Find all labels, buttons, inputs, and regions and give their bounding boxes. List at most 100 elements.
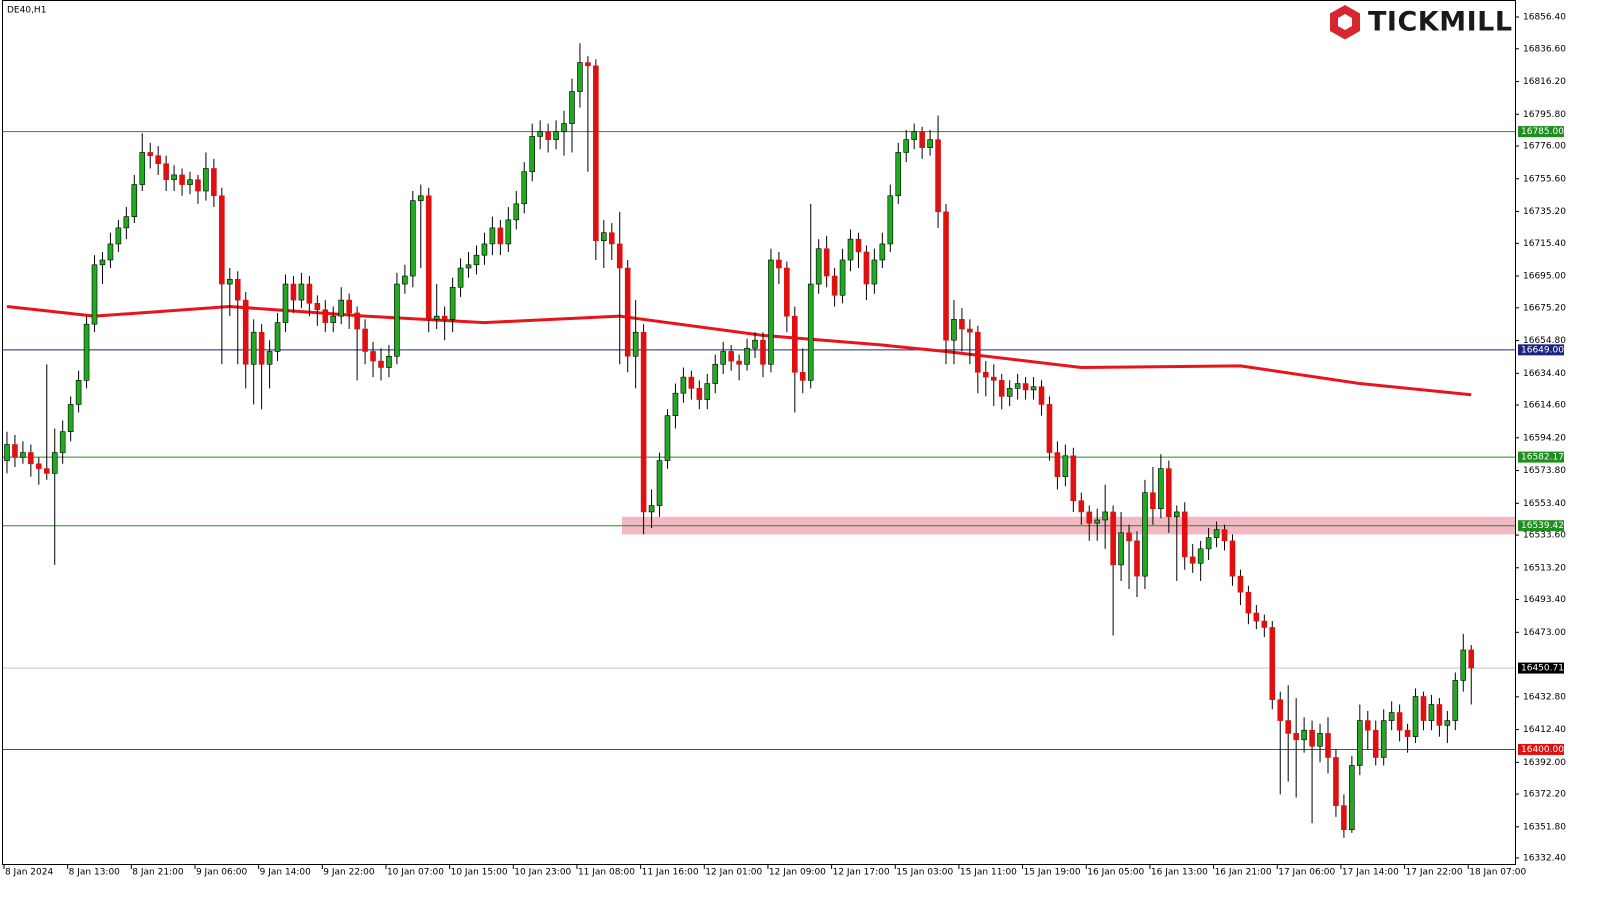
candle-body (1134, 540, 1140, 577)
h-line-label: 16539.42 (1521, 521, 1564, 531)
candle-body (465, 264, 472, 269)
candle-body (195, 179, 201, 192)
candle-body (720, 351, 726, 365)
candle-body (75, 380, 82, 405)
x-tick-label: 16 Jan 05:00 (1087, 868, 1144, 878)
candle-body (1357, 720, 1363, 766)
candle-body (354, 312, 360, 330)
candle-body (258, 331, 265, 365)
candle-body (704, 383, 711, 400)
candle-body (139, 152, 146, 185)
candle-body (1237, 575, 1244, 593)
y-tick-label: 16332.40 (1523, 853, 1566, 863)
candle-body (417, 195, 424, 201)
candle-body (1213, 529, 1220, 538)
candle-body (1181, 511, 1188, 558)
h-line-label: 16649.00 (1521, 345, 1564, 355)
candle-body (227, 278, 233, 285)
candle-body (513, 203, 520, 221)
candle-body (640, 331, 647, 513)
h-line-label-box (1518, 126, 1564, 138)
candle-body (1126, 532, 1132, 542)
candle-body (1325, 733, 1331, 758)
candle-body (744, 347, 750, 365)
candle-body (1261, 620, 1268, 628)
candle-body (927, 139, 933, 148)
candle-body (1142, 492, 1148, 577)
y-tick-label: 16372.20 (1523, 790, 1566, 800)
candle-body (529, 136, 536, 173)
candle-body (219, 195, 225, 285)
candle-body (919, 131, 925, 148)
candle-body (1030, 386, 1037, 391)
candle-body (545, 131, 551, 140)
candle-body (998, 380, 1005, 397)
x-tick-label: 8 Jan 2024 (5, 868, 53, 878)
candle-body (378, 360, 384, 368)
brand-name: TICKMILL (1368, 7, 1513, 38)
y-tick-label: 16795.80 (1523, 110, 1566, 120)
candle-body (505, 219, 512, 245)
candle-body (1245, 591, 1252, 614)
candle-body (569, 91, 575, 124)
candle-body (131, 184, 138, 217)
candle-body (975, 331, 981, 373)
candle-body (1388, 712, 1395, 721)
x-tick-label: 9 Jan 06:00 (196, 868, 248, 878)
y-tick-label: 16553.40 (1523, 499, 1566, 509)
candle-body (1333, 757, 1339, 806)
candle-body (608, 232, 615, 245)
candle-body (728, 351, 734, 362)
candle-body (91, 264, 98, 325)
candle-body (1086, 511, 1093, 524)
candle-body (648, 505, 655, 513)
candle-body (951, 319, 957, 341)
x-tick-label: 9 Jan 14:00 (260, 868, 312, 878)
candle-body (1046, 404, 1053, 453)
candle-body (616, 243, 623, 269)
candle-body (1022, 383, 1029, 391)
candle-body (1452, 680, 1459, 721)
candle-body (943, 211, 949, 341)
y-tick-label: 16614.60 (1523, 401, 1566, 411)
candle-body (959, 319, 965, 330)
x-tick-label: 8 Jan 21:00 (132, 868, 184, 878)
candle-body (274, 322, 281, 352)
candle-body (839, 259, 846, 296)
candle-body (672, 392, 679, 416)
candle-body (402, 275, 408, 285)
candle-body (497, 227, 504, 245)
candle-body (1269, 627, 1276, 701)
candle-body (593, 65, 599, 242)
y-tick-label: 16675.20 (1523, 303, 1566, 313)
candle-body (298, 283, 305, 301)
x-tick-label: 16 Jan 21:00 (1215, 868, 1272, 878)
candle-body (99, 259, 106, 266)
candle-body (1054, 452, 1061, 477)
y-tick-label: 16634.40 (1523, 369, 1566, 379)
y-tick-label: 16412.40 (1523, 725, 1566, 735)
x-tick-label: 16 Jan 13:00 (1151, 868, 1208, 878)
x-tick-label: 15 Jan 11:00 (960, 868, 1017, 878)
candle-body (521, 171, 528, 205)
x-tick-label: 12 Jan 17:00 (833, 868, 890, 878)
candle-body (855, 238, 862, 253)
candle-body (123, 216, 130, 229)
y-tick-label: 16836.60 (1523, 44, 1566, 54)
candle-body (799, 372, 806, 381)
candle-body (346, 299, 352, 314)
y-tick-label: 16594.20 (1523, 433, 1566, 443)
candle-body (1380, 720, 1387, 758)
x-tick-label: 11 Jan 16:00 (642, 868, 699, 878)
candle-body (1293, 733, 1299, 741)
candle-body (4, 444, 10, 461)
y-tick-label: 16392.00 (1523, 758, 1566, 768)
candle-body (1070, 455, 1077, 502)
x-tick-label: 12 Jan 01:00 (705, 868, 762, 878)
y-tick-label: 16513.20 (1523, 563, 1566, 573)
candle-body (266, 351, 273, 365)
y-tick-label: 16715.40 (1523, 239, 1566, 249)
candle-body (115, 227, 122, 245)
h-line-label-box (1518, 451, 1564, 463)
